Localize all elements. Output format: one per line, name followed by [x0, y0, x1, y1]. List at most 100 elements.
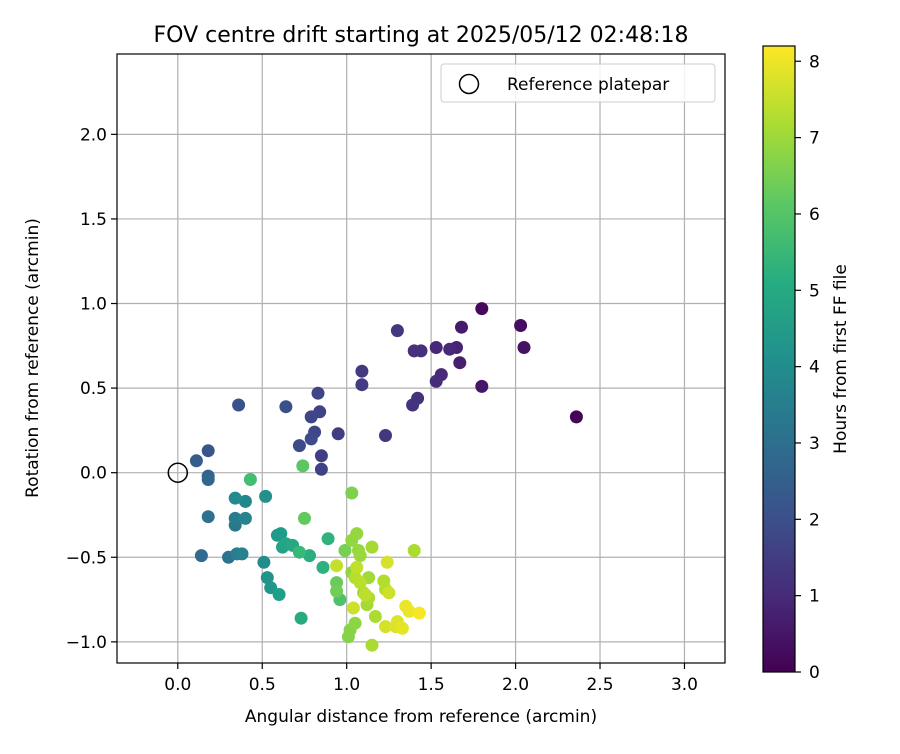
data-point	[358, 588, 372, 601]
y-tick-label: 2.0	[80, 125, 107, 145]
data-point	[257, 555, 271, 569]
data-point	[350, 527, 364, 541]
data-point	[330, 584, 344, 598]
x-tick-label: 1.0	[333, 675, 360, 695]
data-point	[429, 341, 443, 354]
data-point	[365, 540, 379, 554]
data-point	[304, 432, 318, 446]
data-point	[338, 544, 352, 557]
x-tick-label: 2.5	[586, 675, 613, 695]
data-point	[294, 611, 308, 625]
data-point	[272, 588, 286, 601]
data-point	[402, 604, 416, 618]
x-tick-label: 2.0	[502, 675, 529, 695]
data-point	[304, 410, 318, 424]
data-point	[429, 374, 443, 388]
data-point	[279, 400, 293, 414]
data-point	[311, 386, 325, 400]
plot-frame	[116, 53, 726, 664]
x-axis-ticks: 0.0 0.5 1.0 1.5 2.0 2.5 3.0	[164, 663, 698, 695]
y-tick-label: −0.5	[66, 548, 107, 568]
data-point	[331, 427, 345, 441]
data-point	[453, 356, 467, 370]
data-point	[346, 601, 360, 615]
data-point	[238, 494, 252, 508]
data-point	[569, 410, 583, 424]
data-point	[517, 341, 531, 354]
data-point	[355, 378, 369, 392]
y-tick-label: 0.0	[80, 464, 107, 484]
data-point	[365, 638, 379, 652]
data-point	[194, 549, 208, 563]
data-point	[232, 398, 246, 412]
data-point	[296, 459, 310, 473]
y-axis-ticks: −1.0 −0.5 0.0 0.5 1.0 1.5 2.0	[66, 125, 117, 653]
data-point	[314, 462, 328, 476]
colorbar-ticks: 0 1 2 3 4 5 6 7 8	[795, 52, 820, 683]
colorbar-tick-label: 8	[809, 52, 820, 72]
colorbar-label: Hours from first FF file	[831, 264, 851, 454]
colorbar-tick-label: 1	[809, 587, 820, 607]
data-point	[368, 610, 382, 623]
colorbar-tick-label: 7	[809, 129, 820, 149]
data-point	[235, 547, 249, 561]
data-point	[412, 606, 426, 620]
data-point	[407, 544, 421, 557]
data-point	[514, 319, 528, 332]
data-point	[303, 549, 316, 563]
data-point	[316, 560, 330, 574]
data-point	[443, 342, 457, 356]
legend-label: Reference platepar	[507, 75, 669, 95]
data-point	[379, 620, 392, 634]
colorbar-tick-label: 0	[809, 663, 820, 683]
data-point	[355, 364, 369, 378]
data-point	[330, 559, 344, 573]
data-point	[353, 549, 367, 563]
data-point	[201, 510, 215, 524]
data-point	[228, 511, 242, 525]
legend-box	[440, 63, 716, 103]
data-point	[348, 616, 362, 630]
colorbar-tick-label: 2	[809, 510, 820, 530]
chart-title: FOV centre drift starting at 2025/05/12 …	[154, 23, 689, 48]
colorbar-gradient	[762, 45, 796, 673]
data-point	[314, 449, 328, 463]
data-point	[382, 586, 396, 600]
data-point	[475, 379, 489, 393]
grid-lines	[117, 54, 725, 663]
data-points	[189, 302, 583, 652]
data-point	[379, 429, 392, 442]
data-point	[407, 344, 421, 358]
colorbar-tick-label: 5	[809, 281, 820, 301]
colorbar-tick-label: 4	[809, 358, 820, 378]
data-point	[406, 398, 420, 412]
y-tick-label: 1.0	[80, 295, 107, 315]
data-point	[243, 473, 257, 486]
data-point	[321, 532, 335, 546]
data-point	[455, 320, 468, 334]
data-point	[475, 302, 489, 316]
colorbar-tick-label: 6	[809, 205, 820, 225]
data-point	[260, 571, 274, 585]
data-point	[350, 560, 364, 574]
x-tick-label: 0.0	[164, 675, 191, 695]
data-point	[292, 439, 306, 453]
reference-point-marker	[167, 462, 189, 483]
data-point	[292, 545, 306, 559]
data-point	[390, 324, 404, 338]
x-tick-label: 3.0	[671, 675, 698, 695]
y-tick-label: 1.5	[80, 210, 107, 230]
y-tick-label: 0.5	[80, 379, 107, 399]
y-tick-label: −1.0	[66, 633, 107, 653]
legend: Reference platepar	[440, 63, 716, 103]
data-point	[380, 555, 394, 569]
data-point	[201, 473, 215, 486]
data-point	[353, 576, 367, 590]
data-point	[201, 444, 215, 458]
colorbar: 0 1 2 3 4 5 6 7 8 Hours from first FF file	[762, 45, 851, 683]
data-point	[238, 511, 252, 525]
data-point	[259, 489, 273, 503]
data-point	[228, 491, 242, 505]
x-axis-label: Angular distance from reference (arcmin)	[245, 707, 597, 727]
